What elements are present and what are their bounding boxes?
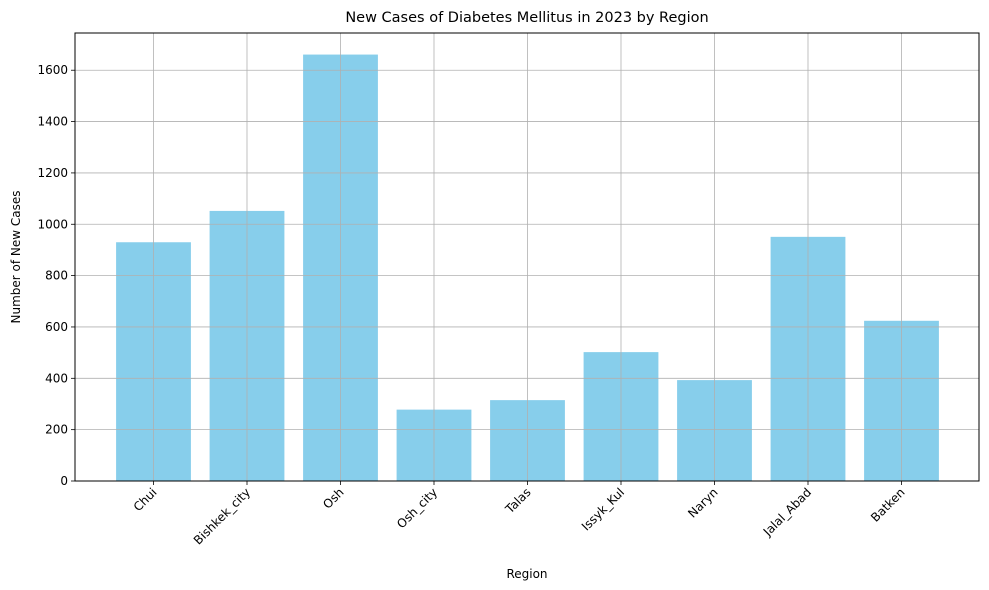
x-tick-label: Issyk_Kul	[579, 485, 627, 533]
x-axis-title: Region	[506, 567, 547, 581]
y-tick-label: 1000	[37, 217, 68, 231]
y-axis: 0 200 400 600 800 1000 1200 1400 1600	[37, 63, 75, 488]
y-tick-label: 1200	[37, 166, 68, 180]
x-tick-label: Talas	[502, 485, 534, 517]
x-tick-label: Batken	[868, 485, 907, 524]
x-tick-label: Chui	[131, 485, 160, 514]
y-tick-label: 600	[45, 320, 68, 334]
x-tick-label: Osh_city	[394, 485, 440, 531]
y-tick-label: 400	[45, 371, 68, 385]
x-tick-label: Naryn	[685, 485, 720, 520]
x-axis: Chui Bishkek_city Osh Osh_city Talas Issyk_Ku…	[131, 481, 908, 547]
y-axis-title: Number of New Cases	[9, 190, 23, 323]
y-tick-label: 1400	[37, 115, 68, 129]
chart-title: New Cases of Diabetes Mellitus in 2023 b…	[345, 10, 708, 26]
y-tick-label: 800	[45, 269, 68, 283]
plot-frame	[74, 32, 980, 482]
y-tick-label: 200	[45, 423, 68, 437]
x-tick-label: Jalal_Abad	[760, 485, 814, 539]
x-tick-label: Osh	[320, 485, 346, 511]
y-tick-label: 0	[60, 474, 68, 488]
y-tick-label: 1600	[37, 63, 68, 77]
x-tick-label: Bishkek_city	[191, 485, 253, 547]
